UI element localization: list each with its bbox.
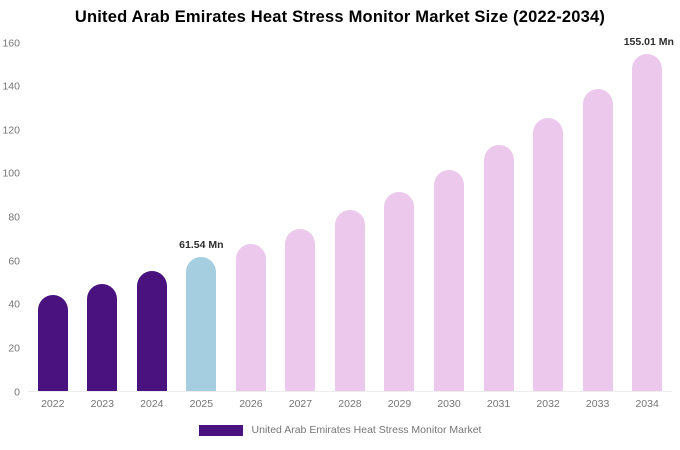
- bar-column: [78, 43, 128, 391]
- bar-2027: [285, 228, 316, 391]
- bar-column: 155.01 Mn: [622, 36, 674, 391]
- bar-column: [226, 43, 276, 391]
- x-axis: 2022 2023 2024 2025 2026 2027 2028 2029 2030 2031…: [28, 398, 672, 410]
- legend-label: United Arab Emirates Heat Stress Monitor…: [251, 424, 482, 436]
- x-tick-label: 2029: [387, 398, 412, 410]
- bar-2028: [334, 210, 365, 391]
- bar-column: [573, 43, 623, 391]
- y-tick-label: 60: [8, 254, 20, 267]
- y-tick-label: 120: [2, 124, 20, 136]
- x-tick-label: 2023: [90, 398, 114, 410]
- value-label: 61.54 Mn: [179, 239, 224, 252]
- x-tick-label: 2027: [288, 398, 313, 410]
- y-tick-label: 20: [8, 342, 20, 355]
- y-tick-label: 160: [2, 36, 20, 49]
- x-tick-label: 2028: [338, 398, 362, 410]
- x-tick-label: 2022: [41, 398, 65, 410]
- value-label: 155.01 Mn: [623, 35, 674, 48]
- bar-column: 61.54 Mn: [177, 43, 227, 391]
- bar-column: [424, 43, 474, 391]
- x-tick-label: 2026: [239, 398, 263, 410]
- bar-2022: [37, 295, 68, 391]
- y-tick-label: 0: [14, 385, 20, 398]
- y-tick-label: 140: [2, 80, 20, 93]
- bar-column: [127, 43, 177, 391]
- y-tick-label: 80: [8, 211, 20, 224]
- bar-column: [325, 43, 375, 391]
- bar-2024: [136, 271, 167, 391]
- x-tick-label: 2030: [437, 398, 461, 410]
- y-axis: 0 20 40 60 80 100 120 140 160: [0, 38, 22, 397]
- bar-2030: [434, 170, 465, 391]
- legend: United Arab Emirates Heat Stress Monitor…: [0, 424, 680, 436]
- bar-column: [523, 43, 573, 391]
- bar-2025: [186, 257, 217, 391]
- x-tick-label: 2025: [189, 398, 214, 410]
- bar-column: [375, 43, 425, 391]
- bar-column: [474, 43, 524, 391]
- bar-column: [276, 43, 326, 391]
- bar-2029: [384, 192, 415, 391]
- bar-2023: [87, 284, 118, 391]
- x-tick-label: 2033: [585, 398, 610, 410]
- bar-2026: [235, 244, 266, 391]
- x-tick-label: 2031: [486, 398, 511, 410]
- legend-swatch: [198, 424, 243, 436]
- chart-title: United Arab Emirates Heat Stress Monitor…: [74, 8, 606, 26]
- x-tick-label: 2032: [536, 398, 560, 410]
- x-tick-label: 2024: [140, 398, 164, 410]
- bar-2032: [533, 118, 564, 391]
- y-tick-label: 100: [2, 167, 20, 180]
- bar-2033: [582, 88, 613, 391]
- bar-column: [28, 43, 78, 391]
- x-tick-label: 2034: [635, 398, 659, 410]
- plot-area: 61.54 Mn 155.01 Mn: [28, 36, 674, 392]
- bar-2034: [632, 53, 663, 391]
- y-tick-label: 40: [8, 298, 20, 311]
- bar-2031: [483, 145, 514, 391]
